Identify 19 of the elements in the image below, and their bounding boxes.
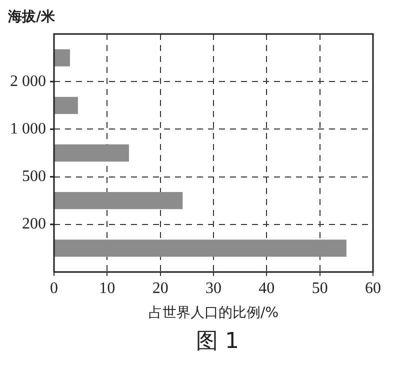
bar	[54, 49, 70, 66]
bar	[54, 192, 183, 210]
x-tick-label: 50	[312, 280, 328, 297]
x-axis-title: 占世界人口的比例/%	[148, 305, 279, 322]
text: 500	[22, 168, 46, 186]
x-tick-label: 40	[258, 280, 275, 297]
bar	[54, 240, 346, 257]
x-tick-label: 30	[206, 280, 222, 297]
x-tick-label: 60	[365, 280, 381, 297]
y-axis-title: 海拔/米	[8, 8, 56, 27]
text: 2 000	[10, 72, 46, 90]
text: 200	[22, 216, 46, 233]
x-tick-label: 20	[152, 280, 168, 297]
text: 1 000	[10, 120, 46, 138]
bar	[54, 144, 129, 162]
x-tick-label: 10	[99, 280, 116, 297]
bar	[54, 96, 78, 114]
caption: 图 1	[195, 328, 240, 356]
x-tick-label: 0	[50, 280, 58, 297]
